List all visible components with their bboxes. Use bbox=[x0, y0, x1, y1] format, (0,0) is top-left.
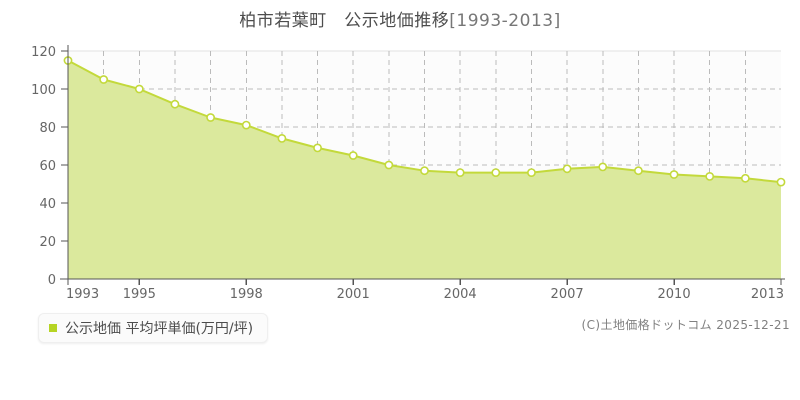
x-axis-label: 2013 bbox=[751, 287, 784, 302]
x-axis-label: 2001 bbox=[337, 287, 370, 302]
page-title: 柏市若葉町 公示地価推移[1993-2013] bbox=[0, 6, 800, 31]
data-point-marker bbox=[277, 133, 287, 143]
x-axis-label: 1995 bbox=[123, 287, 156, 302]
data-point-marker bbox=[740, 173, 750, 183]
data-point-marker bbox=[776, 177, 786, 187]
copyright-credit: (C)土地価格ドットコム 2025-12-21 bbox=[581, 318, 790, 332]
legend-swatch-icon bbox=[49, 324, 57, 332]
x-axis-label: 2010 bbox=[658, 287, 691, 302]
y-axis-label: 80 bbox=[39, 121, 56, 136]
y-axis-label: 100 bbox=[31, 83, 56, 98]
data-point-marker bbox=[170, 99, 180, 109]
y-axis-label: 0 bbox=[48, 273, 56, 288]
x-axis-label: 2004 bbox=[444, 287, 477, 302]
data-point-marker bbox=[527, 168, 536, 177]
data-point-marker bbox=[348, 151, 358, 160]
y-axis-label: 120 bbox=[31, 45, 56, 60]
data-point-marker bbox=[206, 113, 215, 122]
data-point-marker bbox=[669, 170, 679, 179]
x-axis-label: 2007 bbox=[551, 287, 584, 302]
data-point-marker bbox=[455, 168, 465, 177]
data-point-marker bbox=[384, 160, 394, 170]
chart-title-range: [1993-2013] bbox=[449, 11, 561, 31]
chart-title-name: 柏市若葉町 公示地価推移 bbox=[239, 11, 450, 31]
data-point-marker bbox=[134, 84, 144, 94]
data-point-marker bbox=[241, 120, 251, 130]
legend-label: 公示地価 平均坪単価(万円/坪) bbox=[65, 321, 254, 337]
y-axis-label: 20 bbox=[39, 235, 56, 250]
data-point-marker bbox=[99, 75, 109, 84]
y-axis-label: 40 bbox=[39, 197, 56, 212]
chart-plot-area: 0 20 40 60 80 100 120 1993 1995 1998 2001 2004 2007 2… bbox=[31, 45, 786, 302]
series-area-fill bbox=[68, 60, 781, 279]
data-point-marker bbox=[313, 143, 322, 153]
data-point-marker bbox=[491, 168, 501, 177]
data-point-marker bbox=[634, 166, 643, 176]
data-point-marker bbox=[420, 166, 429, 176]
data-point-marker bbox=[598, 162, 608, 172]
y-axis-label: 60 bbox=[39, 159, 56, 174]
x-axis-label: 1998 bbox=[230, 287, 263, 302]
data-point-marker bbox=[705, 171, 715, 181]
x-axis-label: 1993 bbox=[66, 287, 99, 302]
chart-legend: 公示地価 平均坪単価(万円/坪) bbox=[38, 313, 269, 343]
data-point-marker bbox=[562, 164, 572, 174]
